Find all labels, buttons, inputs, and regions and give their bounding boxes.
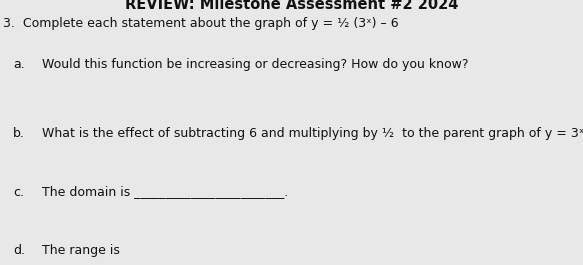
Text: a.: a.	[13, 58, 24, 71]
Text: 3.  Complete each statement about the graph of y = ½ (3ˣ) – 6: 3. Complete each statement about the gra…	[3, 17, 399, 30]
Text: c.: c.	[13, 186, 24, 198]
Text: The range is: The range is	[42, 244, 120, 257]
Text: REVIEW: Milestone Assessment #2 2024: REVIEW: Milestone Assessment #2 2024	[125, 0, 458, 12]
Text: d.: d.	[13, 244, 25, 257]
Text: Would this function be increasing or decreasing? How do you know?: Would this function be increasing or dec…	[42, 58, 469, 71]
Text: What is the effect of subtracting 6 and multiplying by ½  to the parent graph of: What is the effect of subtracting 6 and …	[42, 127, 583, 140]
Text: The domain is ________________________.: The domain is ________________________.	[42, 186, 288, 198]
Text: b.: b.	[13, 127, 24, 140]
